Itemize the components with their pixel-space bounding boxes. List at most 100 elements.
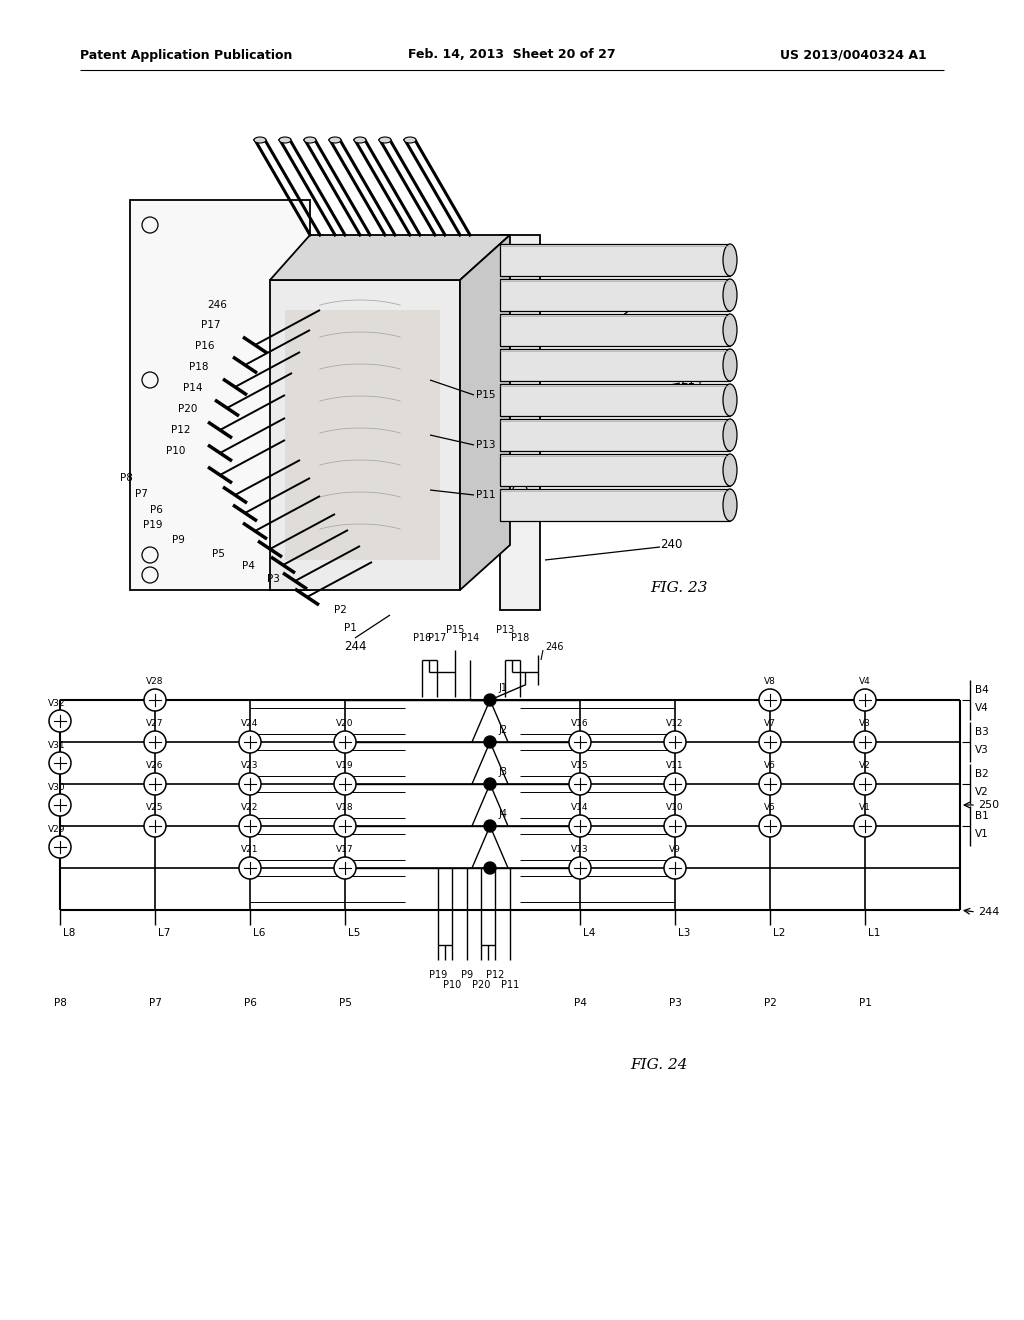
- Text: L8: L8: [63, 928, 76, 939]
- Text: P10: P10: [166, 446, 185, 455]
- Text: B1: B1: [975, 810, 989, 821]
- Text: V4: V4: [975, 704, 989, 713]
- Polygon shape: [270, 235, 510, 280]
- Text: P18: P18: [189, 362, 209, 372]
- Text: P8: P8: [53, 998, 67, 1008]
- Text: P6: P6: [151, 506, 163, 515]
- Polygon shape: [500, 454, 730, 486]
- Circle shape: [144, 731, 166, 752]
- Circle shape: [854, 689, 876, 711]
- Text: V19: V19: [336, 762, 354, 771]
- Text: V5: V5: [764, 804, 776, 813]
- Text: P9: P9: [461, 970, 473, 979]
- Polygon shape: [285, 310, 440, 560]
- Text: P5: P5: [339, 998, 351, 1008]
- Circle shape: [484, 737, 496, 748]
- Text: V22: V22: [242, 804, 259, 813]
- Text: V23: V23: [242, 762, 259, 771]
- Text: P15: P15: [476, 389, 496, 400]
- Circle shape: [569, 857, 591, 879]
- Text: V28: V28: [146, 677, 164, 686]
- Ellipse shape: [723, 454, 737, 486]
- Circle shape: [239, 774, 261, 795]
- Text: P18: P18: [511, 634, 529, 643]
- Text: V25: V25: [146, 804, 164, 813]
- Text: 250: 250: [978, 800, 999, 810]
- Text: 246: 246: [545, 642, 563, 652]
- Text: FIG. 24: FIG. 24: [630, 1059, 687, 1072]
- Text: 240: 240: [660, 539, 682, 552]
- Circle shape: [759, 689, 781, 711]
- Text: 214: 214: [680, 374, 702, 387]
- Text: 244: 244: [978, 907, 999, 917]
- Circle shape: [484, 862, 496, 874]
- Text: P4: P4: [573, 998, 587, 1008]
- Text: V3: V3: [859, 719, 871, 729]
- Circle shape: [664, 857, 686, 879]
- Text: P12: P12: [485, 970, 504, 979]
- Text: 244: 244: [344, 640, 367, 653]
- Circle shape: [334, 774, 356, 795]
- Text: US 2013/0040324 A1: US 2013/0040324 A1: [780, 49, 927, 62]
- Circle shape: [49, 752, 71, 774]
- Text: V1: V1: [859, 804, 871, 813]
- Circle shape: [484, 820, 496, 832]
- Ellipse shape: [404, 137, 416, 143]
- Text: V2: V2: [859, 762, 870, 771]
- Circle shape: [664, 731, 686, 752]
- Text: V10: V10: [667, 804, 684, 813]
- Circle shape: [569, 731, 591, 752]
- Text: V13: V13: [571, 846, 589, 854]
- Text: P19: P19: [429, 970, 447, 979]
- Circle shape: [334, 857, 356, 879]
- Text: V20: V20: [336, 719, 353, 729]
- Text: 246: 246: [207, 300, 227, 310]
- Polygon shape: [500, 488, 730, 521]
- Ellipse shape: [304, 137, 316, 143]
- Text: P16: P16: [196, 341, 215, 351]
- Circle shape: [49, 710, 71, 733]
- Text: V9: V9: [669, 846, 681, 854]
- Polygon shape: [500, 279, 730, 312]
- Text: P2: P2: [764, 998, 776, 1008]
- Polygon shape: [460, 235, 510, 590]
- Text: V11: V11: [667, 762, 684, 771]
- Circle shape: [144, 814, 166, 837]
- Text: P4: P4: [242, 561, 255, 572]
- Ellipse shape: [723, 244, 737, 276]
- Circle shape: [854, 774, 876, 795]
- Text: V24: V24: [242, 719, 259, 729]
- Text: V15: V15: [571, 762, 589, 771]
- Text: L2: L2: [773, 928, 785, 939]
- Circle shape: [759, 814, 781, 837]
- Text: L6: L6: [253, 928, 265, 939]
- Circle shape: [854, 814, 876, 837]
- Text: J3: J3: [498, 767, 507, 777]
- Ellipse shape: [723, 488, 737, 521]
- Circle shape: [484, 777, 496, 789]
- Text: Feb. 14, 2013  Sheet 20 of 27: Feb. 14, 2013 Sheet 20 of 27: [409, 49, 615, 62]
- Text: P20: P20: [472, 979, 490, 990]
- Polygon shape: [270, 280, 460, 590]
- Text: V29: V29: [48, 825, 66, 833]
- Text: P13: P13: [476, 440, 496, 450]
- Text: V27: V27: [146, 719, 164, 729]
- Ellipse shape: [723, 418, 737, 451]
- Circle shape: [239, 857, 261, 879]
- Polygon shape: [500, 418, 730, 451]
- Circle shape: [144, 774, 166, 795]
- Circle shape: [854, 731, 876, 752]
- Circle shape: [484, 694, 496, 706]
- Text: L5: L5: [348, 928, 360, 939]
- Text: P20: P20: [177, 404, 197, 414]
- Text: P1: P1: [344, 623, 356, 634]
- Text: L1: L1: [868, 928, 881, 939]
- Text: P3: P3: [669, 998, 681, 1008]
- Text: V3: V3: [975, 744, 989, 755]
- Text: P6: P6: [244, 998, 256, 1008]
- Ellipse shape: [279, 137, 291, 143]
- Ellipse shape: [254, 137, 266, 143]
- Text: FIG. 23: FIG. 23: [650, 581, 708, 595]
- Text: V1: V1: [975, 829, 989, 840]
- Text: B2: B2: [975, 770, 989, 779]
